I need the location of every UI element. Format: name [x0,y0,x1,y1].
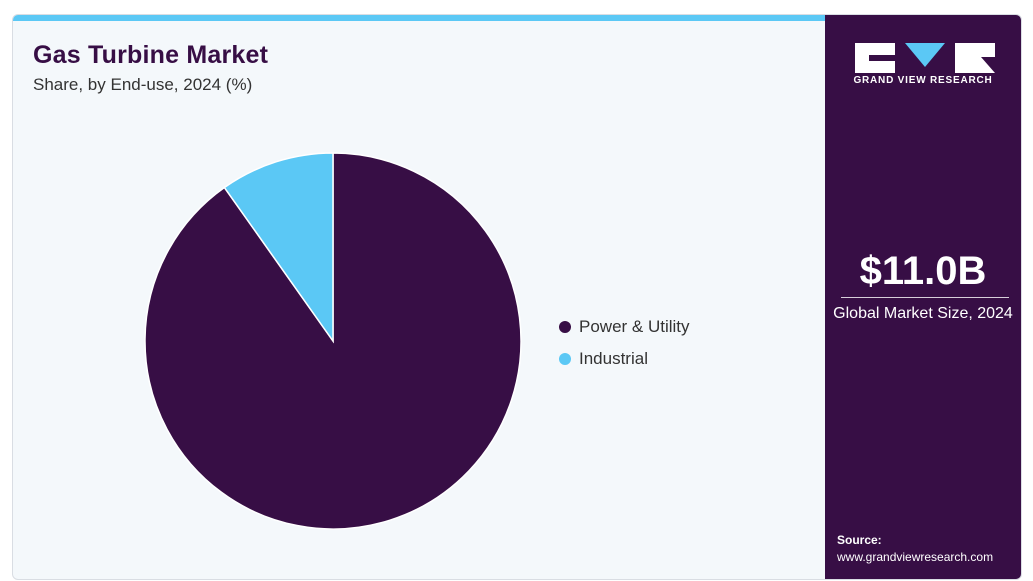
divider [841,297,1009,298]
brand-name: GRAND VIEW RESEARCH [853,75,993,86]
market-size-value: $11.0B [859,249,987,293]
source-link[interactable]: www.grandviewresearch.com [837,550,994,564]
chart-subtitle: Share, by End-use, 2024 (%) [33,75,253,94]
legend: Power & Utility Industrial [559,311,690,375]
source-label: Source: [837,533,882,547]
chart-card: Gas Turbine Market Share, by End-use, 20… [12,14,1022,580]
grand-view-research-logo [855,43,995,73]
legend-label-power-utility: Power & Utility [579,317,690,336]
legend-label-industrial: Industrial [579,349,648,368]
pie-slice-industrial [223,152,334,344]
market-size-label: Global Market Size, 2024 [833,305,1013,322]
legend-item-power-utility: Power & Utility [559,311,690,343]
chart-title: Gas Turbine Market [33,41,269,69]
sidebar-panel: GRAND VIEW RESEARCH $11.0B Global Market… [825,15,1021,579]
legend-dot-industrial [559,353,571,365]
accent-bar [13,15,825,21]
pie-chart [144,152,522,530]
legend-item-industrial: Industrial [559,343,690,375]
legend-dot-power-utility [559,321,571,333]
